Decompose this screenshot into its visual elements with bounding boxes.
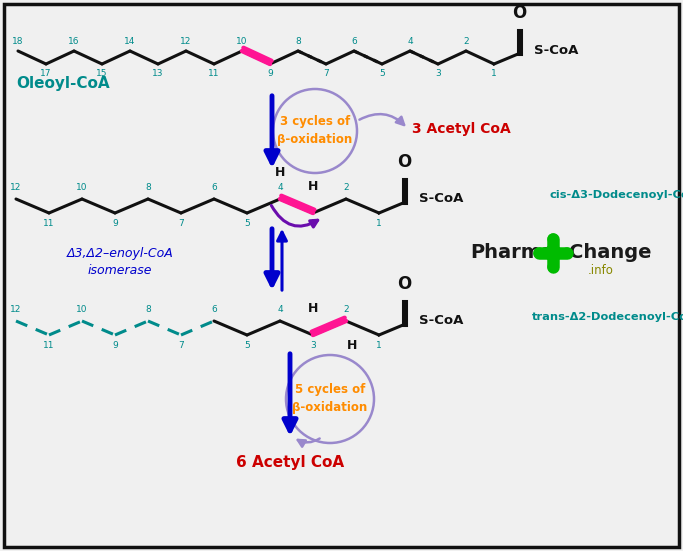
Text: 14: 14 <box>124 36 136 46</box>
Text: 15: 15 <box>96 69 108 78</box>
Circle shape <box>548 234 558 244</box>
Text: 1: 1 <box>376 342 382 350</box>
Text: 18: 18 <box>12 36 24 46</box>
Text: Δ3,Δ2–enoyl-CoA: Δ3,Δ2–enoyl-CoA <box>67 246 173 260</box>
Text: H: H <box>275 166 285 179</box>
Text: β-oxidation: β-oxidation <box>292 402 367 414</box>
Text: 9: 9 <box>112 219 118 229</box>
Text: β-oxidation: β-oxidation <box>277 133 352 147</box>
Text: 7: 7 <box>178 342 184 350</box>
Text: 3: 3 <box>435 69 441 78</box>
Circle shape <box>562 248 572 258</box>
Text: 2: 2 <box>343 305 349 315</box>
Text: 5 cycles of: 5 cycles of <box>295 383 365 397</box>
Text: 10: 10 <box>76 183 87 192</box>
Text: 8: 8 <box>295 36 301 46</box>
Text: 12: 12 <box>180 36 192 46</box>
Text: 5: 5 <box>244 342 250 350</box>
Text: 10: 10 <box>236 36 248 46</box>
Text: cis-Δ3-Dodecenoyl-CoA: cis-Δ3-Dodecenoyl-CoA <box>550 190 683 200</box>
Text: 4: 4 <box>407 36 413 46</box>
Text: S-CoA: S-CoA <box>419 315 463 327</box>
Text: Change: Change <box>569 244 652 262</box>
Text: 10: 10 <box>76 305 87 315</box>
Text: H: H <box>308 180 318 193</box>
Text: 12: 12 <box>10 305 22 315</box>
Text: 7: 7 <box>178 219 184 229</box>
Text: S-CoA: S-CoA <box>419 192 463 206</box>
Text: 5: 5 <box>379 69 385 78</box>
Text: O: O <box>398 153 412 171</box>
Text: 12: 12 <box>10 183 22 192</box>
Text: 8: 8 <box>145 183 151 192</box>
Text: .info: .info <box>588 264 614 278</box>
Text: 4: 4 <box>277 183 283 192</box>
Circle shape <box>548 262 558 272</box>
Text: 5: 5 <box>244 219 250 229</box>
Text: 11: 11 <box>43 342 55 350</box>
Text: Pharma: Pharma <box>470 244 554 262</box>
Circle shape <box>534 248 544 258</box>
Text: 11: 11 <box>208 69 220 78</box>
Text: 4: 4 <box>277 305 283 315</box>
Text: isomerase: isomerase <box>87 264 152 278</box>
Text: 6: 6 <box>211 183 217 192</box>
Text: 3 Acetyl CoA: 3 Acetyl CoA <box>412 122 511 136</box>
Text: S-CoA: S-CoA <box>534 44 579 57</box>
Text: 1: 1 <box>491 69 497 78</box>
Text: 13: 13 <box>152 69 164 78</box>
Text: 6 Acetyl CoA: 6 Acetyl CoA <box>236 456 344 471</box>
Text: H: H <box>347 339 357 352</box>
Text: 8: 8 <box>145 305 151 315</box>
Text: 9: 9 <box>112 342 118 350</box>
Text: 3 cycles of: 3 cycles of <box>280 116 350 128</box>
Text: trans-Δ2-Dodecenoyl-CoA: trans-Δ2-Dodecenoyl-CoA <box>532 312 683 322</box>
Text: 1: 1 <box>376 219 382 229</box>
Circle shape <box>545 245 561 261</box>
Text: Oleoyl-CoA: Oleoyl-CoA <box>16 76 110 91</box>
Text: 6: 6 <box>211 305 217 315</box>
Text: H: H <box>308 302 318 315</box>
Text: 11: 11 <box>43 219 55 229</box>
Text: 2: 2 <box>463 36 469 46</box>
Text: O: O <box>398 275 412 293</box>
Text: 9: 9 <box>267 69 273 78</box>
Text: 3: 3 <box>310 342 316 350</box>
Text: 3: 3 <box>310 219 316 229</box>
Text: 2: 2 <box>343 183 349 192</box>
Text: 6: 6 <box>351 36 357 46</box>
Text: 16: 16 <box>68 36 80 46</box>
Text: 7: 7 <box>323 69 329 78</box>
Text: O: O <box>512 4 527 22</box>
Text: 17: 17 <box>40 69 52 78</box>
